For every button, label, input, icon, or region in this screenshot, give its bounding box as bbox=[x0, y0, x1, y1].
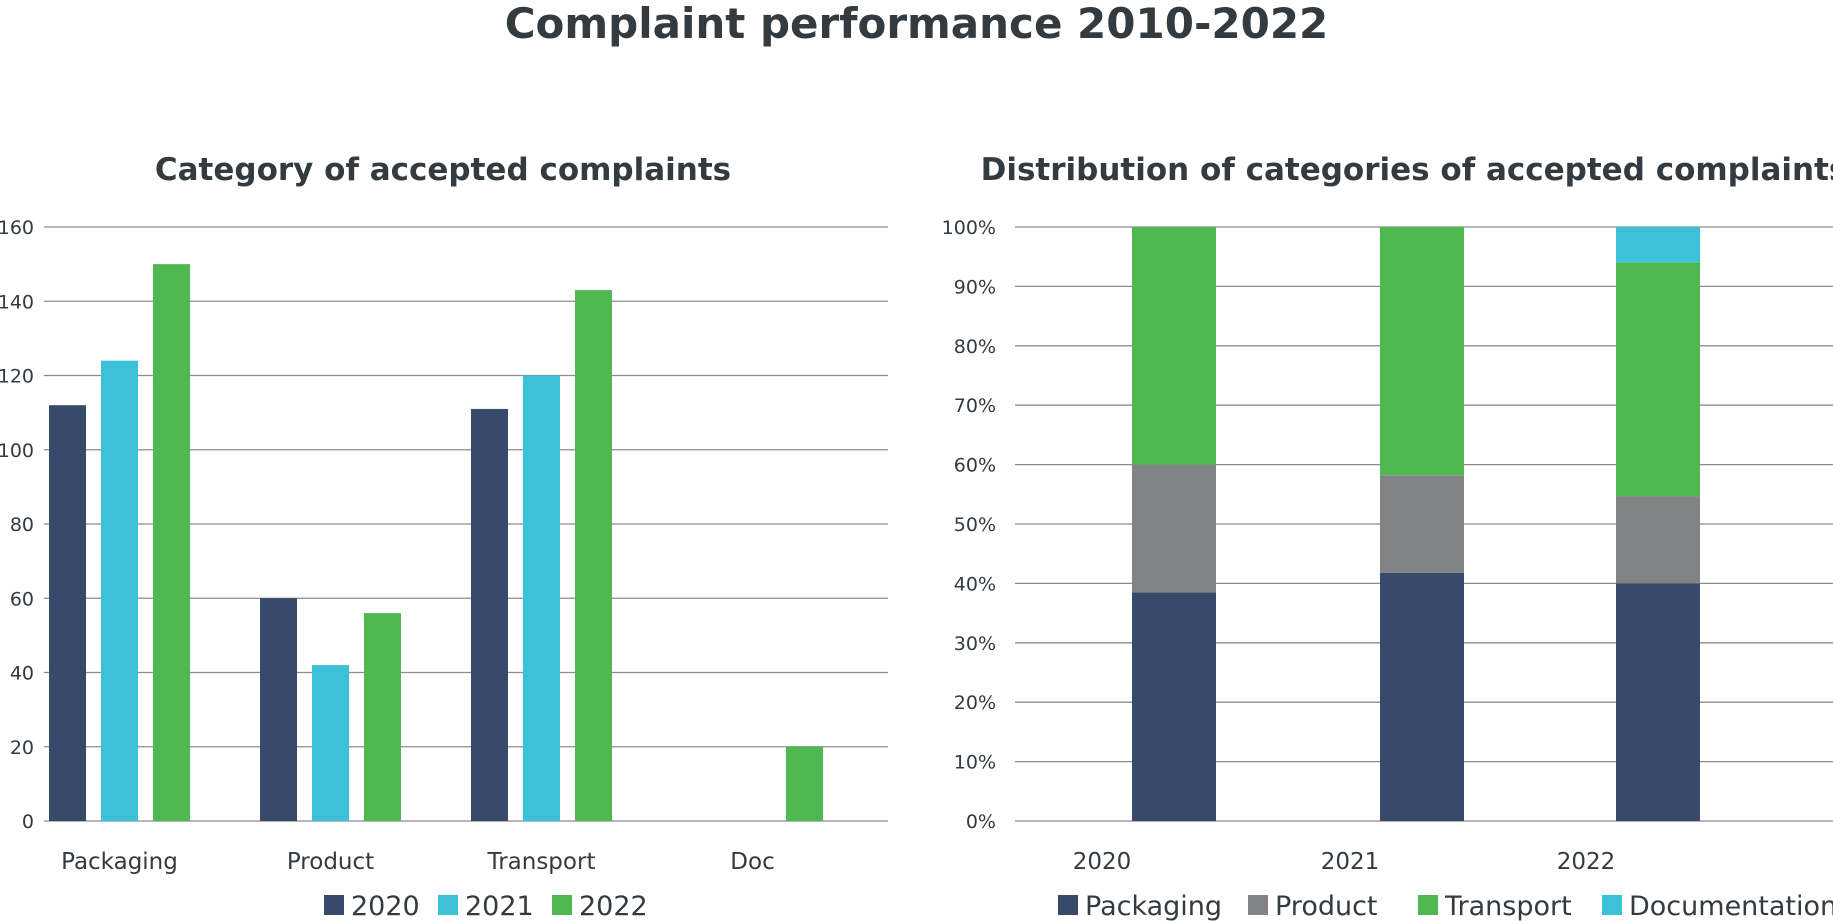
segment-2021-product bbox=[1380, 475, 1464, 573]
segment-2020-transport bbox=[1132, 227, 1216, 465]
legend-swatch-2022 bbox=[552, 895, 572, 915]
bar-packaging-2021 bbox=[101, 360, 138, 821]
y-tick-label: 70% bbox=[954, 395, 996, 417]
x-category-label: Packaging bbox=[61, 849, 178, 875]
y-tick-label: 100 bbox=[0, 440, 34, 462]
legend-label: 2020 bbox=[351, 891, 420, 921]
legend-label: Packaging bbox=[1085, 891, 1222, 921]
y-tick-label: 80 bbox=[10, 514, 34, 536]
y-tick-label: 0 bbox=[22, 811, 34, 833]
legend-swatch-documentation bbox=[1602, 895, 1622, 915]
y-tick-label: 10% bbox=[954, 752, 996, 774]
y-tick-label: 30% bbox=[954, 633, 996, 655]
y-tick-label: 100% bbox=[942, 217, 996, 239]
y-tick-label: 60% bbox=[954, 455, 996, 477]
bar-packaging-2022 bbox=[153, 264, 190, 821]
segment-2020-product bbox=[1132, 464, 1216, 593]
legend-label: 2022 bbox=[579, 891, 648, 921]
chart-title: Category of accepted complaints bbox=[155, 152, 731, 188]
y-tick-label: 120 bbox=[0, 366, 34, 388]
x-category-label: Product bbox=[287, 849, 374, 875]
y-tick-label: 80% bbox=[954, 336, 996, 358]
x-category-label: 2022 bbox=[1557, 849, 1616, 875]
legend-label: Product bbox=[1275, 891, 1378, 921]
segment-2022-documentation bbox=[1616, 227, 1700, 263]
x-category-label: 2021 bbox=[1321, 849, 1380, 875]
segment-2021-packaging bbox=[1380, 572, 1464, 821]
bar-transport-2022 bbox=[575, 290, 612, 821]
y-tick-label: 40% bbox=[954, 573, 996, 595]
legend-label: Documentation bbox=[1629, 891, 1833, 921]
bar-product-2022 bbox=[364, 613, 401, 821]
segment-2021-transport bbox=[1380, 227, 1464, 476]
legend-swatch-transport bbox=[1418, 895, 1438, 915]
segment-2022-product bbox=[1616, 496, 1700, 584]
chart-title: Distribution of categories of accepted c… bbox=[981, 152, 1833, 188]
y-tick-label: 160 bbox=[0, 217, 34, 239]
segment-2022-transport bbox=[1616, 262, 1700, 497]
y-tick-label: 140 bbox=[0, 291, 34, 313]
y-tick-label: 40 bbox=[10, 663, 34, 685]
distribution-stacked-chart: Distribution of categories of accepted c… bbox=[942, 152, 1833, 921]
legend-label: 2021 bbox=[465, 891, 534, 921]
legend-label: Transport bbox=[1444, 891, 1572, 921]
y-tick-label: 20% bbox=[954, 692, 996, 714]
page-title: Complaint performance 2010-2022 bbox=[504, 0, 1329, 48]
y-tick-label: 0% bbox=[966, 811, 996, 833]
legend-swatch-2020 bbox=[324, 895, 344, 915]
y-tick-label: 20 bbox=[10, 737, 34, 759]
bar-transport-2021 bbox=[523, 375, 560, 821]
category-bar-chart: Category of accepted complaints 0 20 40 60 80… bbox=[0, 152, 888, 921]
x-category-label: Doc bbox=[730, 849, 774, 875]
y-tick-label: 50% bbox=[954, 514, 996, 536]
segment-2022-packaging bbox=[1616, 583, 1700, 821]
x-category-label: 2020 bbox=[1073, 849, 1132, 875]
segment-2020-packaging bbox=[1132, 592, 1216, 821]
y-tick-label: 60 bbox=[10, 588, 34, 610]
bar-product-2020 bbox=[260, 598, 297, 821]
bar-transport-2020 bbox=[471, 408, 508, 821]
legend-swatch-packaging bbox=[1058, 895, 1078, 915]
bar-product-2021 bbox=[312, 665, 349, 821]
legend-swatch-product bbox=[1248, 895, 1268, 915]
x-category-label: Transport bbox=[487, 849, 596, 875]
bar-doc-2022 bbox=[786, 746, 823, 821]
bar-packaging-2020 bbox=[49, 405, 86, 821]
y-tick-label: 90% bbox=[954, 276, 996, 298]
legend-swatch-2021 bbox=[438, 895, 458, 915]
